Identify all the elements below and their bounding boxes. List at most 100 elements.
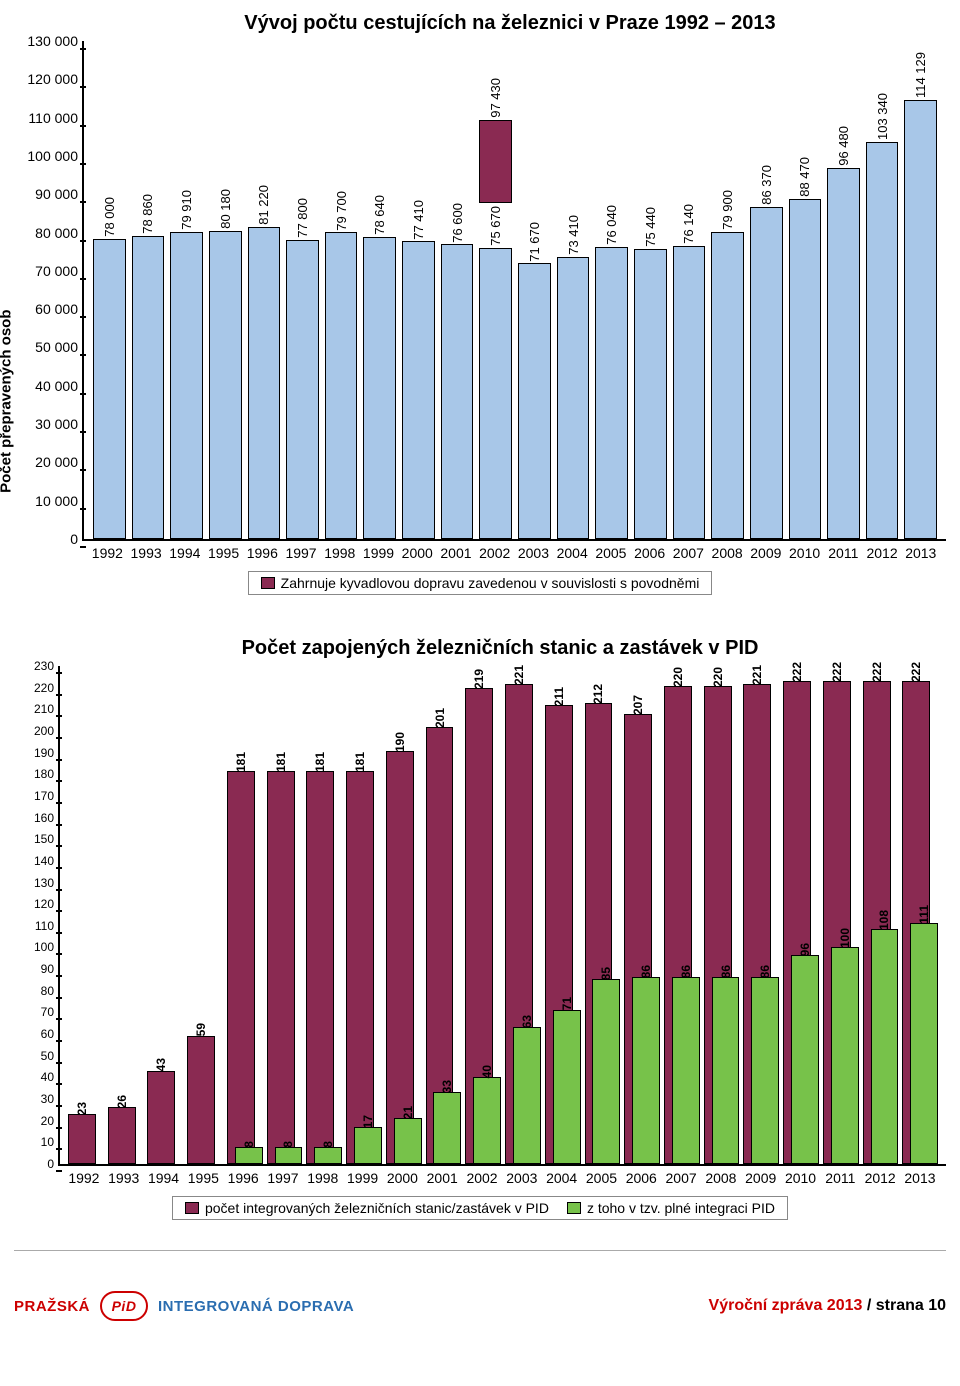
- chart2-xlabel: 1994: [144, 1166, 184, 1186]
- chart1-value-label: 75 670: [488, 203, 503, 248]
- chart2-title: Počet zapojených železničních stanic a z…: [14, 637, 946, 660]
- chart1-bar-slot: 77 410: [399, 197, 438, 539]
- chart1-xlabel: 1997: [282, 541, 321, 561]
- chart1-value-label: 76 140: [681, 201, 696, 246]
- report-name: Výroční zpráva 2013: [709, 1297, 863, 1314]
- chart2-ytick: 110: [35, 919, 60, 933]
- chart2-ytick: 20: [41, 1114, 60, 1128]
- chart2-ytick: 190: [34, 746, 60, 760]
- chart2-ytick: 200: [34, 724, 60, 738]
- chart2-value-a: 201: [433, 706, 447, 728]
- chart2-xlabel: 1998: [303, 1166, 343, 1186]
- chart1-value-label: 81 220: [256, 182, 271, 227]
- chart1-ytick: 130 000: [27, 33, 84, 49]
- chart2-value-b: 86: [679, 963, 693, 978]
- chart2-xlabel: 1992: [64, 1166, 104, 1186]
- chart1-frame: Počet přepravených osob 78 00078 86079 9…: [14, 41, 946, 561]
- chart2-value-b: 33: [440, 1078, 454, 1093]
- chart2-value-a: 220: [711, 665, 725, 687]
- chart1-value-label: 79 910: [179, 187, 194, 232]
- chart1-xlabel: 1992: [88, 541, 127, 561]
- chart1-bar: [673, 246, 706, 539]
- chart2-bar-b: 85: [592, 979, 620, 1164]
- chart2-value-a: 181: [234, 750, 248, 772]
- chart2-value-b: 17: [361, 1113, 375, 1128]
- chart2-ytick: 230: [34, 659, 60, 673]
- chart2-value-a: 23: [75, 1100, 89, 1115]
- chart1-xaxis: 1992199319941995199619971998199920002001…: [82, 541, 946, 561]
- legend-swatch-icon: [567, 1202, 581, 1214]
- chart2-ytick: 220: [34, 681, 60, 695]
- chart2-bar-a: 43: [147, 1071, 175, 1164]
- chart2-bar-b: 8: [235, 1147, 263, 1164]
- chart2-value-a: 181: [313, 750, 327, 772]
- chart1-xlabel: 2008: [708, 541, 747, 561]
- chart1-ylabel: Počet přepravených osob: [0, 310, 15, 493]
- chart1-value-label: 78 860: [140, 191, 155, 236]
- chart2-bar-b: 111: [910, 923, 938, 1164]
- chart1-ytick: 100 000: [27, 148, 84, 164]
- chart2-xlabel: 2005: [582, 1166, 622, 1186]
- chart1-xlabel: 2005: [592, 541, 631, 561]
- chart1-value-label: 75 440: [643, 204, 658, 249]
- chart2-value-a: 43: [154, 1056, 168, 1071]
- chart2-xlabel: 2008: [701, 1166, 741, 1186]
- chart2-bar-b: 8: [314, 1147, 342, 1164]
- chart1-value-label: 88 470: [797, 154, 812, 199]
- chart2-xlabel: 1997: [263, 1166, 303, 1186]
- chart1-xlabel: 1994: [165, 541, 204, 561]
- chart1-value-label: 78 000: [102, 194, 117, 239]
- chart1-legend-label: Zahrnuje kyvadlovou dopravu zavedenou v …: [281, 575, 700, 591]
- chart2-bar-b: 40: [473, 1077, 501, 1164]
- chart1-ytick: 50 000: [35, 339, 84, 355]
- chart1-bar: [904, 100, 937, 539]
- chart1-value-label: 76 600: [450, 200, 465, 245]
- chart1-bar: [286, 240, 319, 539]
- chart2-legend-b: z toho v tzv. plné integraci PID: [587, 1200, 775, 1216]
- chart1-xlabel: 2009: [746, 541, 785, 561]
- chart2-value-a: 222: [830, 660, 844, 682]
- chart2-bar-b: 86: [672, 977, 700, 1164]
- chart2-value-b: 85: [599, 965, 613, 980]
- chart1-ytick: 10 000: [35, 493, 84, 509]
- chart1-bar: [595, 247, 628, 539]
- chart1-bar: [132, 236, 165, 539]
- chart2-xlabel: 2009: [741, 1166, 781, 1186]
- chart2-value-a: 212: [591, 682, 605, 704]
- chart2-value-a: 181: [274, 750, 288, 772]
- chart2-value-b: 86: [639, 963, 653, 978]
- chart1-xlabel: 2003: [514, 541, 553, 561]
- chart2-xlabel: 2012: [860, 1166, 900, 1186]
- chart1-value-label: 76 040: [604, 202, 619, 247]
- chart2-ytick: 80: [41, 984, 60, 998]
- legend-swatch-icon: [261, 577, 275, 589]
- chart2-bar-b: 71: [553, 1010, 581, 1164]
- chart2-value-a: 26: [115, 1093, 129, 1108]
- chart2-bar-b: 63: [513, 1027, 541, 1164]
- chart1-xlabel: 1996: [243, 541, 282, 561]
- pid-badge-icon: PiD: [100, 1291, 148, 1321]
- chart1-bar: [248, 227, 281, 539]
- chart1-bar: [518, 263, 551, 539]
- chart2-ytick: 180: [34, 767, 60, 781]
- chart2-value-a: 190: [393, 730, 407, 752]
- chart2-ytick: 120: [34, 897, 60, 911]
- chart1-bar-slot: 78 860: [129, 191, 168, 539]
- chart2-bar-a: 26: [108, 1107, 136, 1164]
- page-label: strana 10: [876, 1297, 946, 1314]
- chart2-ytick: 50: [41, 1049, 60, 1063]
- chart2-bar-b: 86: [751, 977, 779, 1164]
- chart1-bar-slot: 78 640: [360, 192, 399, 539]
- chart1-xlabel: 2006: [630, 541, 669, 561]
- chart1-value-label: 114 129: [913, 49, 928, 100]
- chart1-bar-slot: 77 800: [283, 195, 322, 539]
- chart2-xlabel: 1993: [104, 1166, 144, 1186]
- chart1-bar: [866, 142, 899, 539]
- legend-swatch-icon: [185, 1202, 199, 1214]
- chart2-legend-a: počet integrovaných železničních stanic/…: [205, 1200, 549, 1216]
- chart2-ytick: 210: [34, 702, 60, 716]
- chart1-bar-slot: 79 900: [708, 187, 747, 539]
- chart2-value-a: 222: [870, 660, 884, 682]
- chart2-bar-b: 17: [354, 1127, 382, 1164]
- chart2-value-b: 40: [480, 1063, 494, 1078]
